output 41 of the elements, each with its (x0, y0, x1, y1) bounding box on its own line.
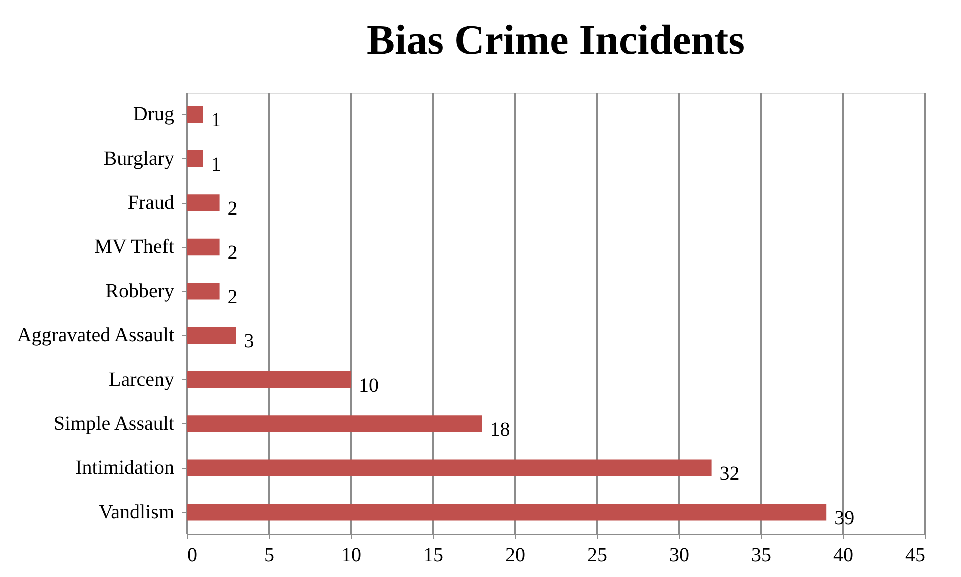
data-label: 18 (490, 418, 510, 441)
bar (187, 106, 204, 124)
y-tick-label: Aggravated Assault (17, 324, 175, 347)
x-tick-label: 40 (834, 544, 854, 566)
x-tick-label: 45 (906, 544, 926, 566)
y-tick-label: Fraud (128, 192, 174, 214)
y-tick-label: MV Theft (94, 236, 175, 258)
data-label: 2 (228, 286, 238, 308)
x-tick-label: 30 (670, 544, 690, 566)
data-label: 1 (211, 154, 222, 176)
x-tick-label: 25 (588, 544, 608, 566)
x-tick-label: 20 (506, 544, 526, 566)
bar (187, 460, 712, 477)
x-tick-label: 10 (342, 544, 362, 566)
bar (187, 327, 236, 344)
y-tick-label: Burglary (104, 148, 174, 170)
y-tick-label: Vandlism (98, 501, 175, 524)
bar (187, 416, 482, 432)
data-label: 2 (228, 242, 238, 264)
bar (187, 150, 204, 168)
data-label: 2 (228, 198, 238, 220)
y-tick-label: Larceny (108, 368, 174, 391)
bar (187, 283, 220, 300)
data-label: 3 (244, 330, 254, 353)
y-tick-label: Intimidation (76, 457, 174, 480)
data-label: 1 (211, 110, 222, 132)
data-label: 39 (834, 507, 855, 530)
y-tick-label: Drug (133, 104, 174, 126)
y-tick-label: Simple Assault (54, 412, 175, 435)
y-tick-label: Robbery (106, 280, 174, 302)
x-tick-label: 0 (188, 544, 198, 566)
data-label: 32 (720, 463, 740, 486)
x-tick-label: 15 (424, 544, 444, 566)
chart-title: Bias Crime Incidents (367, 18, 745, 64)
bar (187, 504, 827, 521)
x-tick-label: 5 (264, 544, 274, 566)
bar (187, 371, 351, 388)
bar (187, 194, 220, 212)
data-label: 10 (359, 374, 379, 397)
bar (187, 238, 220, 256)
x-tick-label: 35 (752, 544, 772, 566)
